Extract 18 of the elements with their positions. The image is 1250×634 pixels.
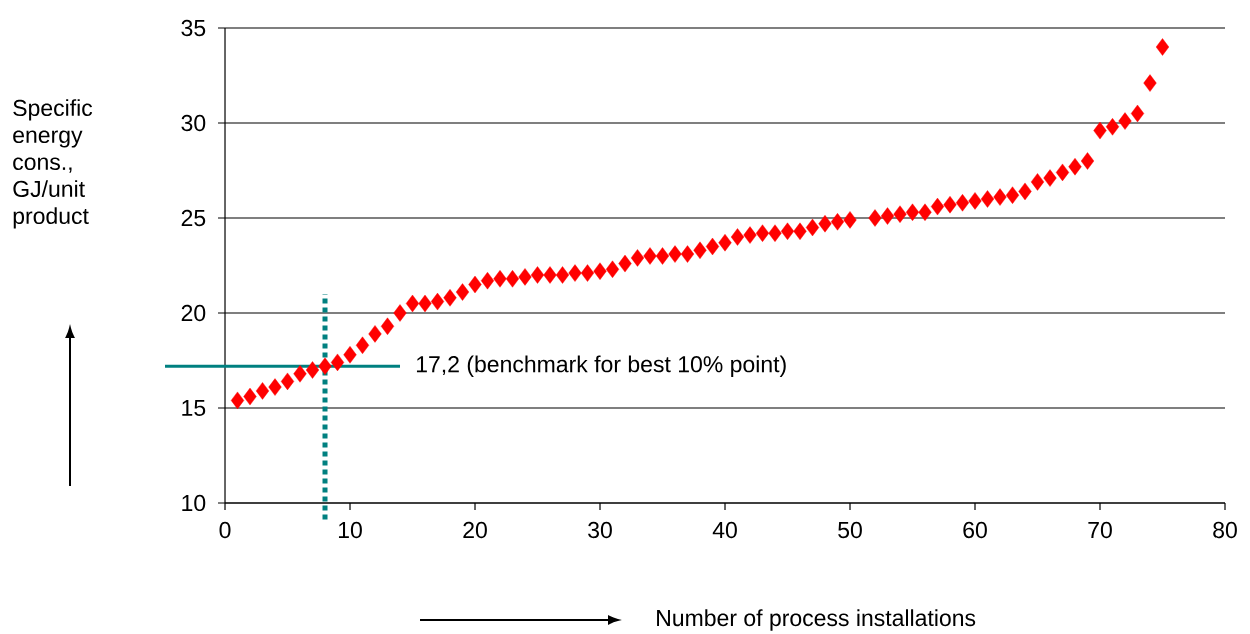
ref-line-label: 17,2 (benchmark for best 10% point) bbox=[416, 355, 786, 377]
x-tick-label: 50 bbox=[838, 521, 862, 539]
x-tick-label: 0 bbox=[219, 521, 231, 539]
y-tick-label: 25 bbox=[181, 209, 206, 227]
x-tick-label: 40 bbox=[712, 521, 737, 539]
y-axis-title: Specific energy cons., GJ/unit product bbox=[13, 99, 93, 229]
y-tick-label: 15 bbox=[182, 399, 206, 417]
x-tick-label: 10 bbox=[338, 521, 362, 539]
x-tick-label: 70 bbox=[1088, 521, 1112, 539]
x-tick-label: 60 bbox=[963, 521, 987, 539]
y-tick-label: 35 bbox=[181, 19, 206, 37]
y-tick-label: 20 bbox=[181, 304, 206, 322]
x-axis-title: Number of process installations bbox=[657, 609, 976, 631]
x-tick-label: 80 bbox=[1213, 521, 1237, 539]
y-tick-label: 30 bbox=[181, 114, 206, 132]
y-tick-label: 10 bbox=[182, 494, 206, 512]
x-tick-label: 30 bbox=[588, 521, 612, 539]
x-tick-label: 20 bbox=[463, 521, 487, 539]
